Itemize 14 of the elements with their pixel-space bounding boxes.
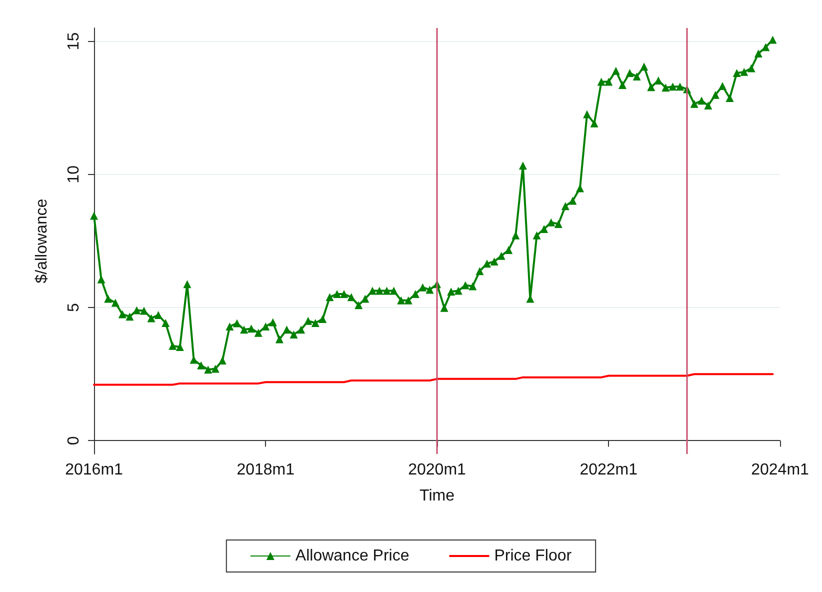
x-tick-label: 2024m1 bbox=[751, 462, 810, 478]
y-tick-label: 10 bbox=[66, 165, 82, 184]
x-tick-label: 2016m1 bbox=[65, 462, 124, 478]
y-tick-label: 0 bbox=[66, 436, 82, 446]
y-tick-label: 5 bbox=[66, 303, 82, 312]
x-axis-title: Time bbox=[420, 488, 455, 504]
legend-label: Price Floor bbox=[494, 548, 572, 564]
x-tick-label: 2018m1 bbox=[236, 462, 295, 478]
legend-label: Allowance Price bbox=[295, 548, 410, 564]
line-series bbox=[93, 373, 774, 386]
x-tick-label: 2020m1 bbox=[408, 462, 466, 478]
y-tick-label: 15 bbox=[66, 32, 82, 50]
x-tick-label: 2022m1 bbox=[580, 462, 638, 478]
y-axis-title: $/allowance bbox=[34, 198, 50, 284]
